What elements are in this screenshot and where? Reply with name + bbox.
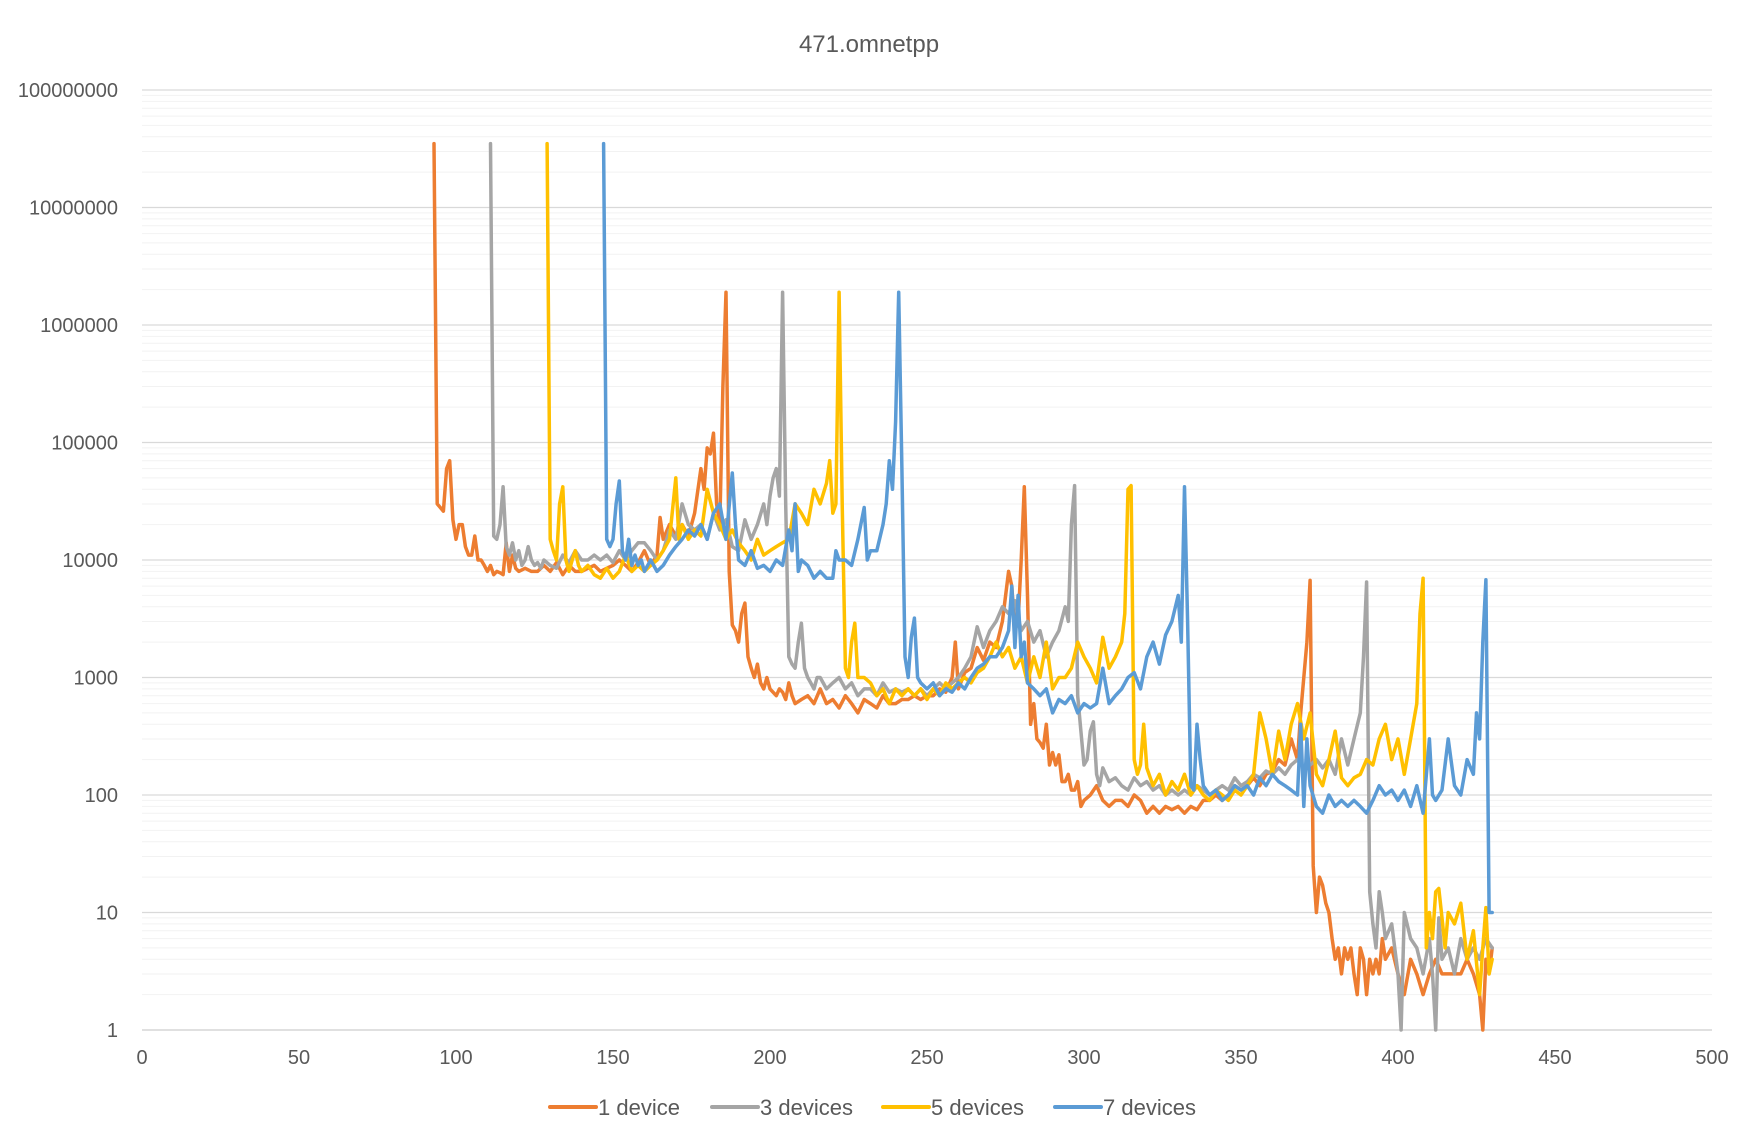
- series-lines: [432, 141, 1494, 1032]
- y-axis-tick-labels: 1 10 100 1000 10000 100000 1000000 10000000 1000…: [18, 80, 118, 1042]
- x-axis-tick-labels: 0 50 100 150 200 250 300 350 400 450 500: [136, 1047, 1728, 1069]
- legend-item[interactable]: 1 device: [548, 1095, 680, 1120]
- y-tick-label: 10000: [62, 550, 118, 572]
- x-tick-label: 450: [1538, 1047, 1571, 1069]
- y-tick-label: 100000: [51, 433, 118, 455]
- legend-item[interactable]: 3 devices: [710, 1095, 853, 1120]
- legend-label: 3 devices: [760, 1095, 853, 1120]
- y-tick-label: 1000: [74, 668, 119, 690]
- x-tick-label: 100: [439, 1047, 472, 1069]
- x-tick-label: 0: [136, 1047, 147, 1069]
- legend-label: 5 devices: [931, 1095, 1024, 1120]
- y-tick-label: 100: [85, 785, 118, 807]
- y-tick-label: 10000000: [29, 198, 118, 220]
- x-tick-label: 400: [1381, 1047, 1414, 1069]
- series-line-2: [488, 141, 1494, 1032]
- x-tick-label: 350: [1224, 1047, 1257, 1069]
- series-line-3: [545, 141, 1494, 997]
- x-tick-label: 250: [910, 1047, 943, 1069]
- chart-title: 471.omnetpp: [799, 31, 939, 58]
- legend-label: 1 device: [598, 1095, 680, 1120]
- y-tick-label: 1: [107, 1020, 118, 1042]
- y-tick-label: 1000000: [40, 315, 118, 337]
- legend-item[interactable]: 5 devices: [881, 1095, 1024, 1120]
- legend-label: 7 devices: [1103, 1095, 1196, 1120]
- x-tick-label: 50: [288, 1047, 310, 1069]
- x-tick-label: 300: [1067, 1047, 1100, 1069]
- y-tick-label: 10: [96, 903, 118, 925]
- gridlines: [142, 89, 1712, 1031]
- legend[interactable]: 1 device 3 devices 5 devices 7 devices: [548, 1095, 1196, 1120]
- y-tick-label: 100000000: [18, 80, 118, 102]
- x-tick-label: 150: [596, 1047, 629, 1069]
- series-line-4: [601, 141, 1494, 915]
- legend-item[interactable]: 7 devices: [1053, 1095, 1196, 1120]
- x-tick-label: 200: [753, 1047, 786, 1069]
- x-tick-label: 500: [1695, 1047, 1728, 1069]
